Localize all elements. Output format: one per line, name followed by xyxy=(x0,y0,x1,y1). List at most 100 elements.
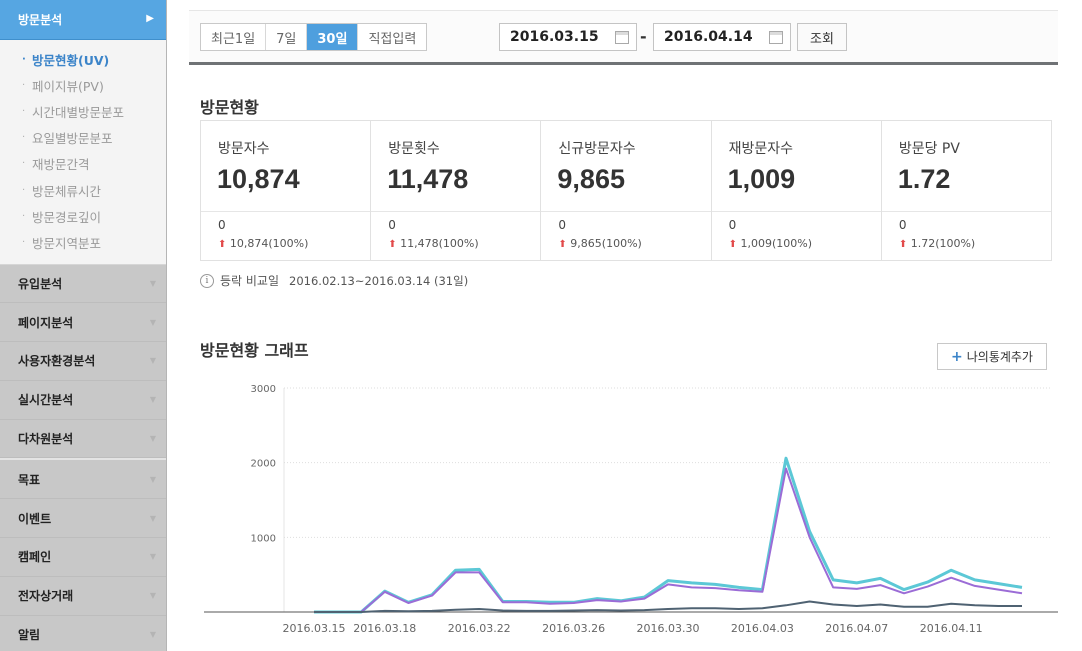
start-date-field[interactable]: 2016.03.15 xyxy=(499,23,637,51)
arrow-up-icon: ⬆ xyxy=(728,239,737,250)
chevron-down-icon: ▼ xyxy=(149,434,156,444)
chevron-down-icon: ▼ xyxy=(149,278,156,288)
stat-compare-value: 0 xyxy=(388,218,396,232)
sidebar-menu-group-tools: 목표 ▼ 이벤트 ▼ 캠페인 ▼ 전자상거래 ▼ 알림 ▼ xyxy=(0,458,166,651)
stat-value: 1,009 xyxy=(727,164,796,194)
sidebar-menu-label: 다차원분석 xyxy=(18,432,74,447)
y-tick-label: 3000 xyxy=(251,384,276,395)
sidebar-subitem-label: 방문지역분포 xyxy=(32,235,102,251)
calendar-icon[interactable] xyxy=(615,31,629,44)
period-button[interactable]: 직접입력 xyxy=(358,24,427,50)
sidebar-subitem-label: 시간대별방문분포 xyxy=(32,104,125,120)
sidebar-menu-item[interactable]: 사용자환경분석 ▼ xyxy=(0,342,166,381)
stat-card: 방문횟수 11,478 0 ⬆ 11,478(100%) xyxy=(371,121,542,262)
end-date-field[interactable]: 2016.04.14 xyxy=(653,23,791,51)
sidebar-menu-label: 캠페인 xyxy=(18,550,52,565)
add-my-stats-button[interactable]: + 나의통계추가 xyxy=(937,343,1047,370)
chevron-down-icon: ▼ xyxy=(149,356,156,366)
y-tick-label: 2000 xyxy=(251,459,276,470)
sidebar-subitem[interactable]: · 방문경로깊이 xyxy=(0,203,166,229)
sidebar-menu-label: 목표 xyxy=(18,472,41,487)
stat-change-value: 9,865(100%) xyxy=(570,237,642,250)
y-tick-label: 1000 xyxy=(251,533,276,544)
stat-compare: 0 ⬆ 11,478(100%) xyxy=(371,211,541,262)
sidebar-subitem-label: 방문체류시간 xyxy=(32,183,102,199)
arrow-up-icon: ⬆ xyxy=(388,239,397,250)
sidebar-menu-item[interactable]: 실시간분석 ▼ xyxy=(0,381,166,420)
sidebar-subitem[interactable]: · 방문현황(UV) xyxy=(0,46,166,72)
sidebar-menu-item[interactable]: 알림 ▼ xyxy=(0,616,166,651)
stat-label: 방문자수 xyxy=(218,141,270,157)
plus-icon: + xyxy=(951,348,963,365)
bullet-icon: · xyxy=(22,210,26,222)
sidebar: 방문분석 ▶ · 방문현황(UV) · 페이지뷰(PV) · 시간대별방문분포 · 요일별방문… xyxy=(0,0,167,651)
sidebar-menu-item[interactable]: 유입분석 ▼ xyxy=(0,265,166,304)
stat-value: 11,478 xyxy=(387,164,469,194)
arrow-up-icon: ⬆ xyxy=(218,239,227,250)
sidebar-subitem-label: 방문현황(UV) xyxy=(32,52,110,68)
summary-stats: 방문자수 10,874 0 ⬆ 10,874(100%) 방문횟수 11,478 0 ⬆ 11… xyxy=(200,120,1052,261)
arrow-up-icon: ⬆ xyxy=(898,239,908,250)
sidebar-menu-label: 알림 xyxy=(18,628,41,643)
sidebar-menu-label: 사용자환경분석 xyxy=(18,354,96,369)
period-button[interactable]: 7일 xyxy=(266,24,308,50)
chevron-down-icon: ▼ xyxy=(149,395,156,405)
sidebar-subitem[interactable]: · 요일별방문분포 xyxy=(0,125,166,151)
sidebar-subitem-label: 요일별방문분포 xyxy=(32,131,113,147)
stat-change: ⬆ 9,865(100%) xyxy=(558,237,641,250)
summary-title: 방문현황 xyxy=(200,98,259,117)
sidebar-menu-item[interactable]: 다차원분석 ▼ xyxy=(0,420,166,459)
series-line-2 xyxy=(314,600,1022,613)
sidebar-menu-item[interactable]: 이벤트 ▼ xyxy=(0,499,166,539)
info-icon: i xyxy=(200,273,214,288)
sidebar-header-visit-analysis[interactable]: 방문분석 ▶ xyxy=(0,0,166,40)
sidebar-subitem[interactable]: · 시간대별방문분포 xyxy=(0,98,166,124)
stat-change-value: 11,478(100%) xyxy=(400,237,479,250)
period-button[interactable]: 30일 xyxy=(307,24,359,50)
graph-title: 방문현황 그래프 xyxy=(200,341,309,360)
x-tick-label: 2016.03.22 xyxy=(448,622,511,635)
series-line-1 xyxy=(314,467,1023,613)
start-date-value: 2016.03.15 xyxy=(510,29,599,45)
bullet-icon: · xyxy=(22,184,26,196)
stat-compare-value: 0 xyxy=(898,218,907,232)
bullet-icon: · xyxy=(22,105,26,117)
stat-compare-value: 0 xyxy=(218,218,226,232)
x-tick-label: 2016.03.26 xyxy=(542,622,605,635)
chevron-down-icon: ▼ xyxy=(149,630,156,640)
sidebar-menu-label: 이벤트 xyxy=(18,511,52,526)
stat-compare: 0 ⬆ 1.72(100%) xyxy=(881,211,1052,262)
x-tick-label: 2016.03.15 xyxy=(283,622,346,635)
stat-label: 방문횟수 xyxy=(388,141,440,157)
stat-change: ⬆ 11,478(100%) xyxy=(388,237,478,250)
x-tick-label: 2016.04.03 xyxy=(731,622,794,635)
sidebar-submenu: · 방문현황(UV) · 페이지뷰(PV) · 시간대별방문분포 · 요일별방문분포 · 재방문간… xyxy=(0,40,166,265)
calendar-icon[interactable] xyxy=(769,31,783,44)
bullet-icon: · xyxy=(22,158,26,170)
x-tick-label: 2016.04.11 xyxy=(920,622,983,635)
sidebar-menu-item[interactable]: 페이지분석 ▼ xyxy=(0,303,166,343)
sidebar-subitem-label: 재방문간격 xyxy=(32,157,90,173)
add-my-stats-label: 나의통계추가 xyxy=(966,350,1033,364)
sidebar-subitem[interactable]: · 방문체류시간 xyxy=(0,177,166,203)
sidebar-menu-item[interactable]: 전자상거래 ▼ xyxy=(0,577,166,616)
chevron-down-icon: ▼ xyxy=(149,552,156,562)
sidebar-subitem[interactable]: · 재방문간격 xyxy=(0,151,166,177)
sidebar-menu-group-analysis: 유입분석 ▼ 페이지분석 ▼ 사용자환경분석 ▼ 실시간분석 ▼ 다차원분석 ▼ xyxy=(0,265,166,459)
chevron-down-icon: ▼ xyxy=(149,513,156,523)
stat-change: ⬆ 10,874(100%) xyxy=(218,237,308,250)
compare-note: i 등락 비교일 2016.02.13~2016.03.14 (31일) xyxy=(200,272,468,289)
stat-change: ⬆ 1.72(100%) xyxy=(899,237,975,250)
query-button[interactable]: 조회 xyxy=(797,23,847,51)
sidebar-menu-item[interactable]: 캠페인 ▼ xyxy=(0,538,166,577)
chevron-right-icon: ▶ xyxy=(146,13,154,24)
x-tick-label: 2016.04.07 xyxy=(825,622,888,635)
period-button[interactable]: 최근1일 xyxy=(201,24,267,50)
stat-card: 신규방문자수 9,865 0 ⬆ 9,865(100%) xyxy=(541,121,712,260)
period-selector: 최근1일 7일 30일 직접입력 xyxy=(200,23,428,51)
stat-compare-value: 0 xyxy=(728,218,737,232)
sidebar-menu-item[interactable]: 목표 ▼ xyxy=(0,460,166,500)
sidebar-subitem[interactable]: · 방문지역분포 xyxy=(0,229,166,255)
compare-period: 2016.02.13~2016.03.14 (31일) xyxy=(289,273,469,288)
sidebar-subitem[interactable]: · 페이지뷰(PV) xyxy=(0,72,166,98)
